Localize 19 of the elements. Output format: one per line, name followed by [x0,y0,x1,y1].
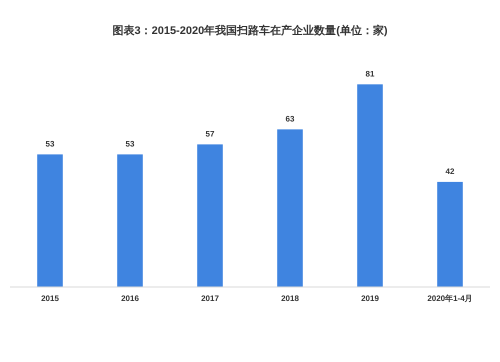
data-label: 57 [206,129,215,138]
bar [37,154,63,287]
x-tick-label: 2017 [201,294,220,303]
data-label: 63 [286,114,295,124]
x-tick-label: 2019 [361,294,380,303]
data-label: 53 [126,139,135,148]
x-tick-label: 2020年1-4月 [427,294,473,303]
bar [277,129,303,287]
x-tick-label: 2018 [281,294,300,303]
data-label: 53 [46,139,55,148]
data-label: 81 [366,69,375,78]
bar [357,84,383,287]
bar [117,154,143,287]
chart-title: 图表3：2015-2020年我国扫路车在产企业数量(单位：家) [112,24,388,37]
x-tick-label: 2016 [121,294,140,303]
x-tick-label: 2015 [41,294,60,303]
bar [437,182,463,287]
data-label: 42 [446,166,455,176]
bar [197,144,223,287]
